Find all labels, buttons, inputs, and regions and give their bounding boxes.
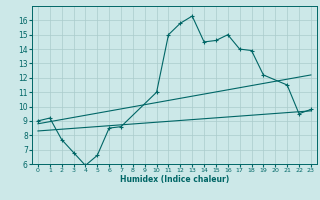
X-axis label: Humidex (Indice chaleur): Humidex (Indice chaleur): [120, 175, 229, 184]
